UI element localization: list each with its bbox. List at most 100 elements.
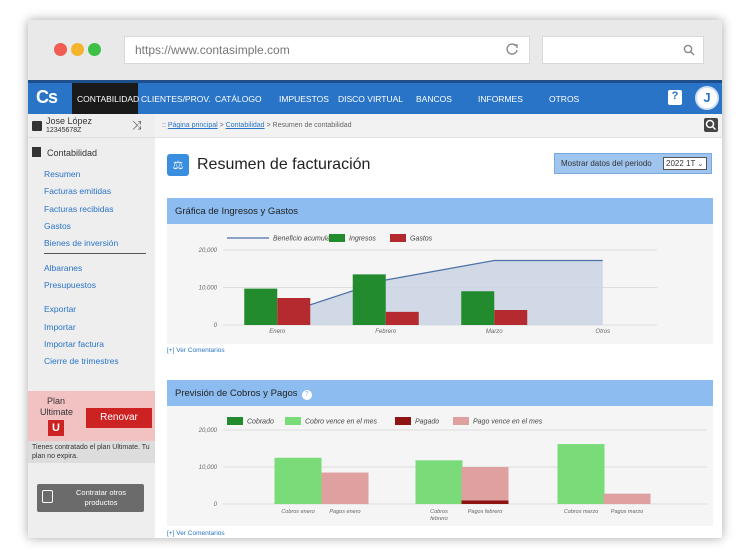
nav-catalogo[interactable]: CATÁLOGO: [215, 94, 262, 104]
x-tick-label: Otros: [595, 329, 610, 335]
legend-label-beneficio: Beneficio acumulado: [273, 236, 338, 243]
browser-window: https://www.contasimple.com Cs CONTABILI…: [28, 20, 722, 538]
close-dot[interactable]: [54, 43, 67, 56]
browser-chrome: https://www.contasimple.com: [28, 20, 722, 80]
sidebar-item-presupuestos[interactable]: Presupuestos: [44, 280, 96, 290]
address-bar[interactable]: https://www.contasimple.com: [124, 36, 530, 64]
nav-otros[interactable]: OTROS: [549, 94, 580, 104]
x-tick-label: Febrero: [375, 329, 397, 335]
browser-search[interactable]: [542, 36, 704, 64]
y-tick-label: 0: [214, 502, 218, 508]
legend-label: Pago vence en el mes: [473, 419, 543, 426]
breadcrumb-home[interactable]: Página principal: [167, 122, 218, 129]
sidebar-item-importar[interactable]: Importar: [44, 322, 76, 332]
plan-label: Plan Ultimate: [40, 396, 74, 417]
reload-icon[interactable]: [505, 42, 519, 56]
user-card-icon: [32, 121, 42, 131]
y-tick-label: 20,000: [198, 428, 218, 434]
legend-swatch: [395, 417, 411, 425]
x-tick-label: Marzo: [486, 329, 503, 335]
main-content: :: Página principal > Contabilidad > Res…: [155, 114, 722, 538]
y-tick-label: 10,000: [199, 286, 218, 292]
collections-payments-chart: 0 10,000 20,000 Cobros enero Pagos enero Cobr…: [198, 417, 707, 522]
sidebar-section-title: Contabilidad: [32, 147, 97, 158]
bar-gastos: [494, 310, 528, 325]
x-tick-label: Pagos febrero: [468, 509, 503, 515]
sidebar-item-albaranes[interactable]: Albaranes: [44, 263, 83, 273]
y-tick-label: 20,000: [198, 248, 218, 254]
avatar[interactable]: J: [695, 86, 719, 110]
y-tick-label: 10,000: [199, 465, 218, 471]
nav-bancos[interactable]: BANCOS: [416, 94, 452, 104]
nav-clientes[interactable]: CLIENTES/PROV.: [141, 94, 211, 104]
comments-link-2[interactable]: [+] Ver Comentarios: [167, 530, 225, 537]
collections-chart-header: Previsión de Cobros y Pagos?: [167, 380, 713, 406]
legend-swatch: [453, 417, 469, 425]
plan-badge: U: [48, 420, 64, 436]
bar-gastos: [385, 311, 419, 325]
nav-active-background: [72, 83, 138, 114]
user-row: Jose López 12345678Z ⤨: [28, 114, 155, 138]
sidebar-item-cierre[interactable]: Cierre de trimestres: [44, 356, 119, 366]
legend-label-gastos: Gastos: [410, 236, 433, 243]
search-icon: [683, 44, 695, 56]
bar-segment: [461, 500, 509, 504]
nav-informes[interactable]: INFORMES: [478, 94, 523, 104]
legend-swatch-ingresos: [329, 234, 345, 242]
sidebar-item-resumen[interactable]: Resumen: [44, 169, 81, 179]
x-tick-label: Pagos enero: [329, 509, 360, 515]
period-select[interactable]: 2022 1T ⌄: [663, 157, 707, 170]
bar-ingresos: [244, 288, 278, 325]
switch-user-icon[interactable]: ⤨: [132, 118, 142, 132]
bar-segment: [274, 457, 322, 504]
breadcrumb-section[interactable]: Contabilidad: [225, 122, 265, 129]
search-icon[interactable]: [704, 118, 718, 132]
logo[interactable]: Cs: [36, 87, 58, 107]
bar-segment: [321, 472, 369, 504]
legend-swatch-gastos: [390, 234, 406, 242]
plan-box: Plan Ultimate U Renovar: [28, 391, 155, 441]
sidebar-item-gastos[interactable]: Gastos: [44, 221, 71, 231]
sidebar-item-importar-factura[interactable]: Importar factura: [44, 339, 104, 349]
collections-chart-panel: 0 10,000 20,000 Cobros enero Pagos enero Cobr…: [167, 406, 713, 526]
legend-swatch: [285, 417, 301, 425]
sidebar-item-facturas-emitidas[interactable]: Facturas emitidas: [44, 186, 112, 196]
x-tick-label: Cobros enero: [281, 509, 314, 515]
sidebar-item-bienes[interactable]: Bienes de inversión: [44, 238, 119, 248]
shopping-bag-icon: [42, 490, 53, 503]
minimize-dot[interactable]: [71, 43, 84, 56]
income-expense-chart: 0 10,000 20,000 Enero Febrero Marzo Otros Benef…: [198, 234, 657, 335]
nav-disco-virtual[interactable]: DISCO VIRTUAL: [338, 94, 404, 104]
sidebar-divider: [44, 253, 146, 254]
income-chart-panel: 0 10,000 20,000 Enero Febrero Marzo Otros Benef…: [167, 224, 713, 344]
info-icon[interactable]: ?: [301, 390, 312, 400]
x-tick-label: Pagos marzo: [611, 509, 643, 515]
income-chart-header: Gráfica de Ingresos y Gastos: [167, 198, 713, 224]
bar-gastos: [277, 298, 311, 325]
contract-products-label: Contratar otros productos: [75, 488, 127, 507]
sidebar-item-facturas-recibidas[interactable]: Facturas recibidas: [44, 204, 114, 214]
bar-segment: [461, 467, 509, 501]
y-tick-label: 0: [214, 323, 218, 329]
x-tick-label: Cobros marzo: [564, 509, 599, 515]
renew-button[interactable]: Renovar: [86, 408, 152, 428]
maximize-dot[interactable]: [88, 43, 101, 56]
top-navbar: Cs CONTABILIDAD CLIENTES/PROV. CATÁLOGO …: [28, 80, 722, 114]
period-label: Mostrar datos del periodo: [561, 159, 652, 168]
nav-impuestos[interactable]: IMPUESTOS: [279, 94, 329, 104]
breadcrumb-current: Resumen de contabilidad: [272, 122, 352, 129]
x-tick-label: Enero: [269, 329, 286, 335]
period-selector: Mostrar datos del periodo 2022 1T ⌄: [554, 153, 712, 174]
user-id: 12345678Z: [46, 127, 82, 134]
bar-segment: [415, 460, 463, 504]
help-icon[interactable]: ?: [668, 90, 682, 105]
url-text: https://www.contasimple.com: [135, 43, 290, 57]
contract-products-button[interactable]: Contratar otros productos: [37, 484, 144, 512]
nav-contabilidad[interactable]: CONTABILIDAD: [77, 94, 140, 104]
legend-label: Cobro vence en el mes: [305, 419, 377, 426]
bar-segment: [603, 493, 651, 504]
balance-scale-icon: ⚖: [167, 154, 189, 176]
legend-label-ingresos: Ingresos: [349, 236, 376, 243]
comments-link-1[interactable]: [+] Ver Comentarios: [167, 347, 225, 354]
sidebar-item-exportar[interactable]: Exportar: [44, 304, 77, 314]
